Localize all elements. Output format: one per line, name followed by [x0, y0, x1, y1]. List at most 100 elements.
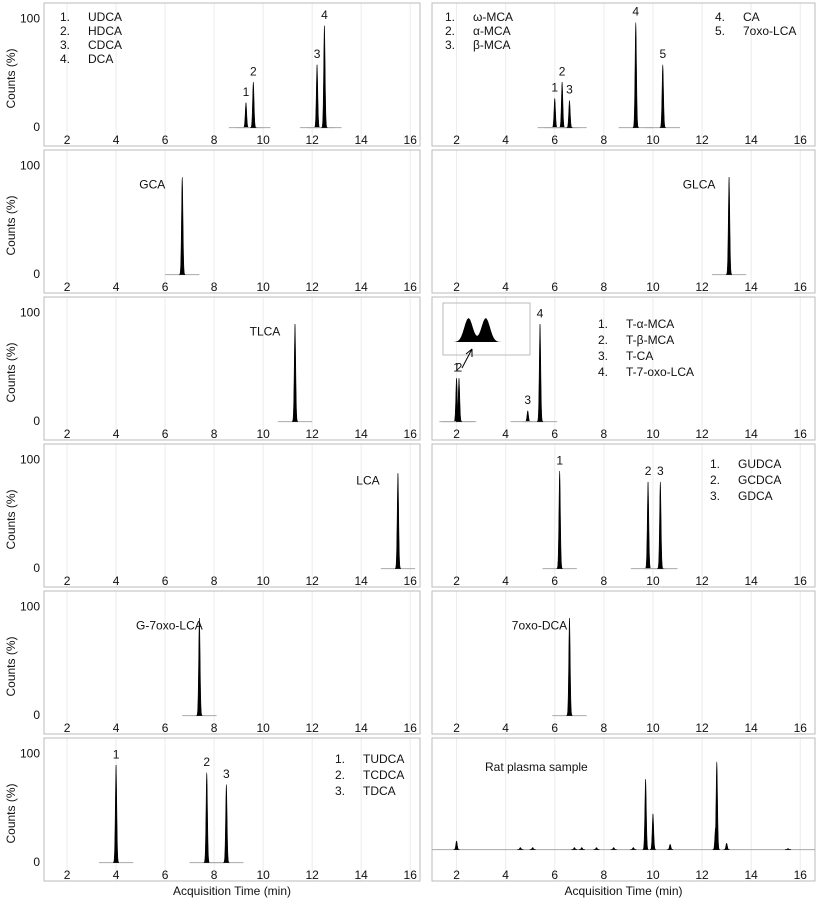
y-tick-label: 0 [33, 561, 40, 575]
x-tick-label: 6 [551, 868, 558, 882]
x-tick-label: 14 [354, 721, 368, 735]
panel: 2 4 6 8 10 12 14 16 0 100 Counts (%) LCA [4, 443, 421, 588]
x-tick-label: 2 [64, 574, 71, 588]
x-tick-label: 10 [646, 280, 660, 294]
x-tick-label: 14 [354, 868, 368, 882]
x-tick-label: 6 [551, 574, 558, 588]
peak-label: 5 [659, 47, 666, 61]
y-tick-label: 100 [20, 158, 40, 172]
peak [785, 848, 791, 850]
legend-name: GDCA [738, 489, 773, 503]
annotation: Rat plasma sample [485, 760, 588, 774]
peak [179, 177, 186, 275]
x-tick-label: 8 [211, 280, 218, 294]
legend-number: 1. [598, 317, 608, 331]
peak [713, 761, 720, 850]
x-tick-label: 16 [794, 721, 808, 735]
peak [112, 765, 120, 863]
peak-label: 1 [243, 85, 250, 99]
x-tick-label: 14 [354, 133, 368, 147]
peak-label: GLCA [683, 177, 716, 191]
y-axis-label: Counts (%) [4, 342, 18, 402]
peak [196, 618, 203, 716]
peak-label: 2 [203, 755, 210, 769]
x-tick-label: 16 [404, 280, 418, 294]
panel-frame [43, 149, 421, 294]
x-tick-label: 8 [211, 721, 218, 735]
x-tick-label: 12 [305, 427, 319, 441]
peak-label: 1 [551, 81, 558, 95]
legend-name: HDCA [88, 24, 122, 38]
x-tick-label: 2 [453, 868, 460, 882]
x-tick-label: 6 [551, 427, 558, 441]
peak [630, 847, 637, 850]
legend-number: 2. [335, 768, 345, 782]
x-tick-label: 10 [256, 280, 270, 294]
x-tick-label: 12 [305, 133, 319, 147]
x-tick-label: 14 [744, 427, 758, 441]
x-tick-label: 16 [794, 280, 808, 294]
x-tick-label: 6 [162, 721, 169, 735]
peak [610, 847, 617, 850]
x-tick-label: 12 [695, 868, 709, 882]
x-tick-label: 2 [453, 574, 460, 588]
x-tick-label: 2 [453, 721, 460, 735]
x-tick-label: 12 [695, 721, 709, 735]
x-tick-label: 6 [551, 721, 558, 735]
x-tick-label: 6 [551, 280, 558, 294]
peak-label: G-7oxo-LCA [136, 618, 203, 632]
legend-name: TUDCA [363, 752, 404, 766]
panel: 2 4 6 8 10 12 14 16 0 100 Counts (%) TLCA [4, 296, 421, 441]
panel-frame [43, 590, 421, 735]
x-tick-label: 8 [601, 133, 608, 147]
y-tick-label: 100 [20, 11, 40, 25]
x-tick-label: 4 [113, 574, 120, 588]
x-tick-label: 8 [601, 574, 608, 588]
peak-label: 3 [314, 47, 321, 61]
x-tick-label: 2 [64, 280, 71, 294]
legend-number: 1. [445, 10, 455, 24]
legend-name: 7oxo-LCA [743, 24, 796, 38]
legend-name: TCDCA [363, 768, 404, 782]
peak-label: 1 [113, 747, 120, 761]
y-tick-label: 100 [20, 746, 40, 760]
x-tick-label: 12 [695, 280, 709, 294]
peak [666, 843, 674, 850]
legend-name: UDCA [88, 10, 122, 24]
panel: 2 4 6 8 10 12 14 16 7oxo-DCA [431, 590, 816, 735]
legend-name: T-α-MCA [626, 317, 674, 331]
panel-frame [43, 737, 421, 882]
legend-number: 3. [598, 349, 608, 363]
panel-frame [431, 296, 816, 441]
legend-number: 1. [710, 457, 720, 471]
peak-label: 3 [657, 464, 664, 478]
x-tick-label: 8 [601, 427, 608, 441]
legend-number: 1. [60, 10, 70, 24]
x-tick-label: 2 [453, 427, 460, 441]
x-tick-label: 6 [162, 427, 169, 441]
peak [642, 779, 649, 850]
x-tick-label: 8 [211, 868, 218, 882]
peak-label: 1 [453, 360, 460, 374]
x-tick-label: 14 [744, 868, 758, 882]
peak-label: 1 [556, 453, 563, 467]
inset-shape [452, 317, 527, 342]
x-tick-label: 14 [354, 427, 368, 441]
panel-frame [43, 443, 421, 588]
x-tick-label: 16 [404, 427, 418, 441]
x-tick-label: 12 [305, 574, 319, 588]
x-tick-label: 10 [256, 133, 270, 147]
x-tick-label: 16 [404, 133, 418, 147]
x-tick-label: 8 [211, 133, 218, 147]
legend-name: GUDCA [738, 457, 781, 471]
x-tick-label: 6 [162, 868, 169, 882]
peak [571, 847, 578, 850]
legend-number: 2. [710, 473, 720, 487]
x-tick-label: 2 [64, 133, 71, 147]
y-tick-label: 0 [33, 414, 40, 428]
legend-number: 2. [445, 24, 455, 38]
x-tick-label: 2 [453, 280, 460, 294]
x-tick-label: 4 [502, 427, 509, 441]
